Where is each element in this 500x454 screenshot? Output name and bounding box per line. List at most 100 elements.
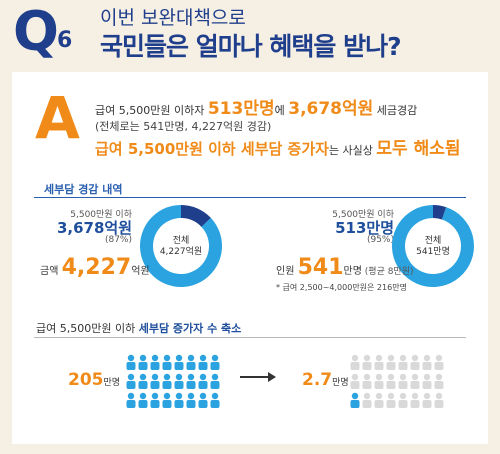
before-person-icon bbox=[186, 373, 196, 389]
after-count: 2.7만명 bbox=[302, 370, 349, 390]
after-person-icon bbox=[422, 392, 432, 408]
right-percent-label: (95%) bbox=[366, 235, 394, 245]
section1-title: 세부담 경감 내역 bbox=[44, 183, 123, 196]
question-subtitle: 이번 보완대책으로 bbox=[100, 7, 246, 29]
answer-line-3: 급여 5,500만원 이하 세부담 증가자는 사실상 모두 해소됨 bbox=[95, 134, 461, 159]
before-person-icon bbox=[162, 354, 172, 370]
right-big-value: 513만명 bbox=[335, 219, 394, 237]
right-donut-center-line1: 전체 bbox=[424, 236, 442, 246]
answer-line1-mid: 에 bbox=[274, 104, 289, 117]
section2-title-pre: 급여 5,500만원 이하 bbox=[36, 322, 139, 335]
answer-line1-count: 513만명 bbox=[207, 99, 275, 119]
after-count-value: 2.7 bbox=[302, 370, 333, 390]
q-number: 6 bbox=[57, 28, 73, 53]
before-person-icon bbox=[150, 392, 160, 408]
before-person-icon bbox=[150, 373, 160, 389]
left-total: 금액 4,227억원 bbox=[40, 255, 150, 280]
right-total-value: 541 bbox=[297, 255, 344, 280]
answer-line-1: 급여 5,500만원 이하자 513만명에 3,678억원 세금경감 bbox=[95, 94, 417, 119]
answer-line3-result: 모두 해소됨 bbox=[376, 139, 461, 159]
before-person-icon bbox=[162, 392, 172, 408]
donut-right-major-slice bbox=[392, 205, 474, 287]
after-person-icon bbox=[422, 373, 432, 389]
before-person-icon bbox=[174, 373, 184, 389]
left-donut-center-line1: 전체 bbox=[172, 236, 190, 246]
answer-line1-pre: 급여 5,500만원 이하자 bbox=[95, 104, 208, 117]
before-person-icon bbox=[186, 354, 196, 370]
before-count: 205만명 bbox=[68, 370, 120, 390]
right-total-unit: 만명 bbox=[343, 266, 362, 277]
left-total-value: 4,227 bbox=[61, 255, 132, 280]
answer-line1-post: 세금경감 bbox=[373, 104, 418, 117]
left-donut-center-line2: 4,227억원 bbox=[159, 247, 203, 257]
left-percent-label: (87%) bbox=[104, 235, 132, 245]
before-person-icon bbox=[174, 354, 184, 370]
left-donut-chart bbox=[140, 205, 222, 287]
before-person-icon bbox=[174, 392, 184, 408]
after-person-icon bbox=[374, 373, 384, 389]
before-person-icon bbox=[126, 354, 136, 370]
after-person-icon bbox=[422, 354, 432, 370]
after-person-icon bbox=[350, 373, 360, 389]
before-count-value: 205 bbox=[68, 370, 104, 390]
before-person-icon bbox=[210, 354, 220, 370]
left-small-label: 5,500만원 이하 bbox=[70, 210, 132, 220]
before-person-icon bbox=[138, 354, 148, 370]
after-person-icon bbox=[434, 354, 444, 370]
after-people-pictogram bbox=[350, 354, 444, 408]
answer-line3-mid: 는 사실상 bbox=[328, 144, 377, 157]
after-person-icon bbox=[362, 354, 372, 370]
right-total: 인원 541만명 (평균 8만원) bbox=[276, 255, 414, 280]
after-person-icon bbox=[410, 392, 420, 408]
left-big-value: 3,678억원 bbox=[56, 219, 132, 237]
arrow-right-icon bbox=[240, 372, 276, 382]
answer-line3-highlight: 급여 5,500만원 이하 세부담 증가자 bbox=[95, 140, 329, 158]
after-count-unit: 만명 bbox=[332, 378, 349, 388]
right-small-label: 5,500만원 이하 bbox=[332, 210, 394, 220]
after-person-icon bbox=[398, 354, 408, 370]
before-person-icon bbox=[186, 392, 196, 408]
after-person-icon bbox=[362, 392, 372, 408]
before-person-icon bbox=[198, 373, 208, 389]
after-person-icon bbox=[362, 373, 372, 389]
after-person-icon bbox=[350, 354, 360, 370]
left-donut-center: 전체 4,227억원 bbox=[135, 236, 227, 258]
before-person-icon bbox=[162, 373, 172, 389]
before-count-unit: 만명 bbox=[103, 378, 121, 388]
right-total-label: 인원 bbox=[276, 266, 298, 277]
right-donut-center: 전체 541만명 bbox=[387, 236, 479, 258]
before-people-pictogram bbox=[126, 354, 220, 408]
after-person-icon bbox=[398, 373, 408, 389]
left-total-label: 금액 bbox=[40, 266, 62, 277]
after-person-icon bbox=[386, 373, 396, 389]
answer-letter: A bbox=[35, 84, 80, 152]
section2-divider bbox=[34, 337, 466, 338]
answer-line1-amount: 3,678억원 bbox=[288, 99, 374, 119]
right-donut-chart bbox=[392, 205, 474, 287]
question-title: 국민들은 얼마나 혜택을 받나? bbox=[100, 32, 402, 61]
section2-title: 급여 5,500만원 이하 세부담 증가자 수 축소 bbox=[36, 320, 241, 336]
before-person-icon bbox=[210, 392, 220, 408]
after-person-icon bbox=[434, 392, 444, 408]
left-total-unit: 억원 bbox=[131, 266, 150, 277]
after-person-icon bbox=[410, 354, 420, 370]
before-person-icon bbox=[198, 392, 208, 408]
after-person-icon bbox=[410, 373, 420, 389]
after-person-icon bbox=[386, 354, 396, 370]
after-person-icon bbox=[374, 354, 384, 370]
after-person-icon bbox=[434, 373, 444, 389]
after-person-icon bbox=[374, 392, 384, 408]
before-person-icon bbox=[210, 373, 220, 389]
before-person-icon bbox=[150, 354, 160, 370]
donut-left-minor-slice bbox=[181, 205, 211, 227]
donut-right-minor-slice bbox=[433, 205, 447, 220]
before-person-icon bbox=[138, 373, 148, 389]
before-person-icon bbox=[198, 354, 208, 370]
after-person-icon bbox=[386, 392, 396, 408]
before-person-icon bbox=[126, 392, 136, 408]
right-donut-center-line2: 541만명 bbox=[416, 247, 450, 257]
section1-divider bbox=[34, 197, 466, 198]
section2-title-bold: 세부담 증가자 수 축소 bbox=[138, 322, 242, 335]
after-person-icon bbox=[398, 392, 408, 408]
q6-logo: Q 6 bbox=[13, 2, 95, 62]
